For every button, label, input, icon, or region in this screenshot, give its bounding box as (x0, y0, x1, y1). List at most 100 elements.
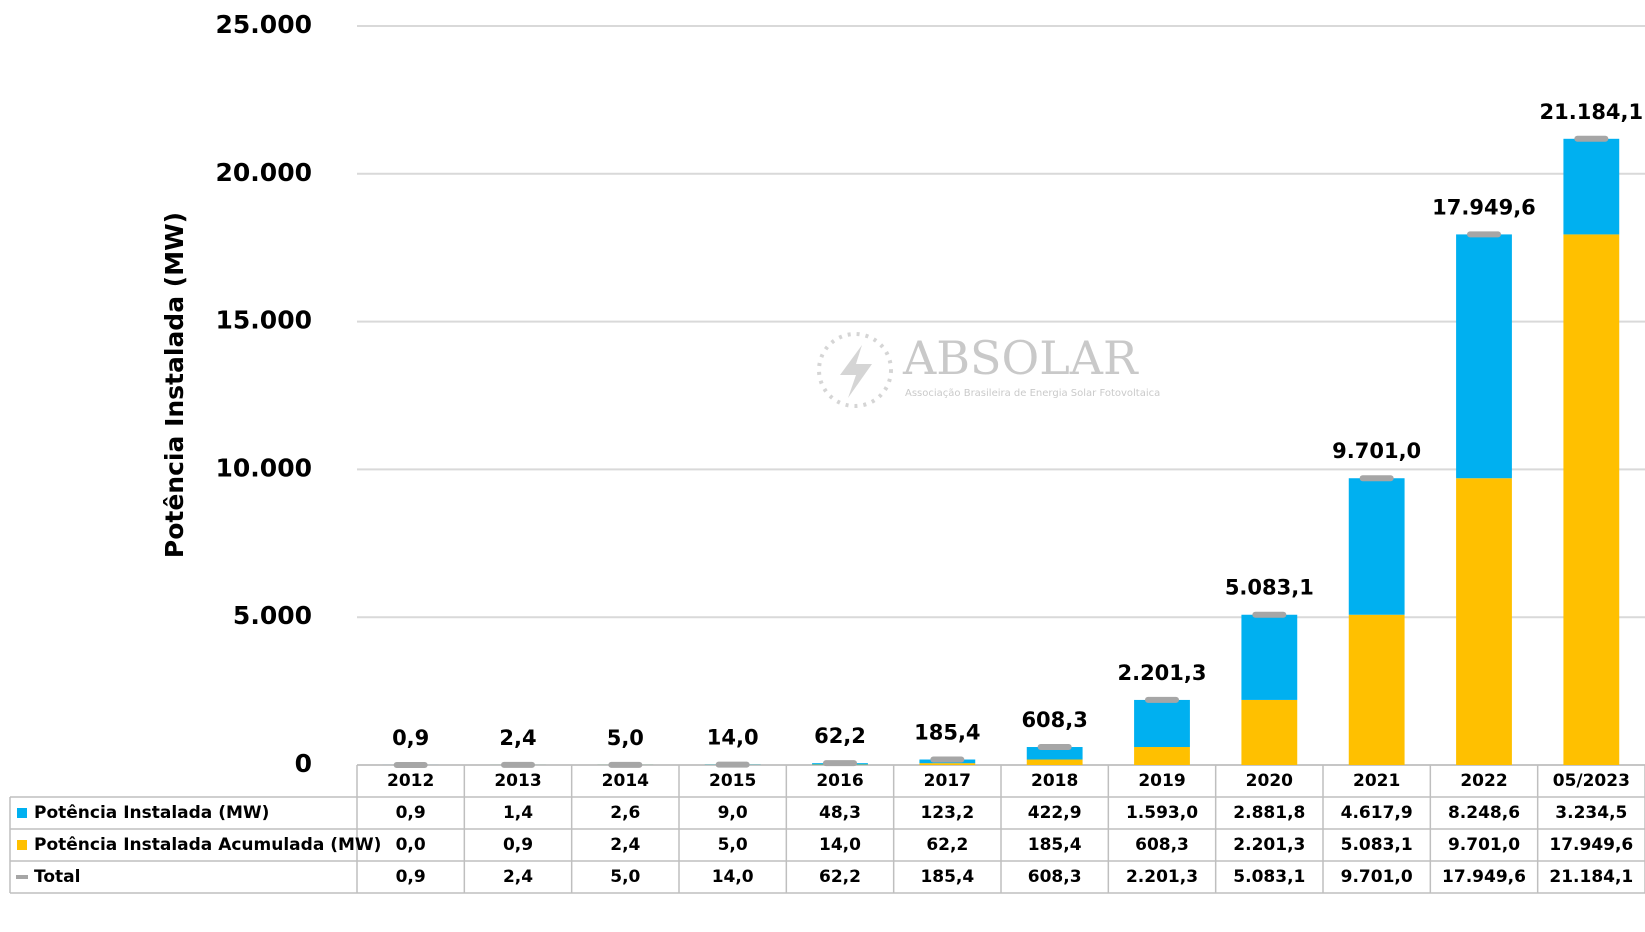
table-cell: 5,0 (610, 867, 640, 887)
table-cell: 9,0 (718, 803, 748, 823)
legend-swatch (17, 840, 27, 850)
table-cell: 608,3 (1028, 867, 1082, 887)
data-label: 14,0 (707, 726, 759, 750)
table-cell: 21.184,1 (1549, 867, 1633, 887)
legend-label: Potência Instalada (MW) (34, 803, 269, 823)
legend-label: Total (34, 867, 80, 887)
watermark-icon (817, 332, 893, 408)
data-label: 2.201,3 (1117, 661, 1206, 685)
table-cell: 2.201,3 (1126, 867, 1198, 887)
table-cell: 1,4 (503, 803, 533, 823)
table-cell: 17.949,6 (1549, 835, 1633, 855)
x-tick-label: 2012 (387, 771, 434, 791)
watermark-tagline: Associação Brasileira de Energia Solar F… (905, 388, 1160, 399)
data-label: 17.949,6 (1432, 195, 1536, 219)
total-marker (1037, 744, 1072, 751)
table-cell: 5,0 (718, 835, 748, 855)
data-label: 62,2 (814, 724, 866, 748)
y-axis-label: Potência Instalada (MW) (160, 212, 189, 558)
data-label: 2,4 (499, 726, 536, 750)
table-cell: 14,0 (819, 835, 861, 855)
total-marker (1467, 231, 1501, 238)
y-tick-label: 5.000 (233, 601, 312, 630)
table-cell: 185,4 (1028, 835, 1082, 855)
total-marker (608, 761, 643, 768)
total-marker (1574, 135, 1609, 142)
bar (919, 763, 976, 765)
watermark: ABSOLAR Associação Brasileira de Energia… (817, 331, 1160, 408)
table-cell: 4.617,9 (1341, 803, 1413, 823)
table-cell: 62,2 (819, 867, 861, 887)
bar (1348, 614, 1405, 765)
y-tick-label: 25.000 (216, 10, 312, 39)
table-cell: 2,4 (503, 867, 533, 887)
total-marker (1145, 696, 1179, 703)
bar (1563, 234, 1620, 766)
y-tick-label: 20.000 (216, 158, 312, 187)
table-cell: 14,0 (712, 867, 754, 887)
bar (1026, 759, 1083, 765)
x-tick-label: 2022 (1460, 771, 1507, 791)
table-cell: 2,4 (610, 835, 640, 855)
bar (1563, 138, 1620, 235)
x-tick-label: 2015 (709, 771, 756, 791)
table-cell: 0,9 (503, 835, 533, 855)
table-cell: 5.083,1 (1341, 835, 1413, 855)
table-cell: 48,3 (819, 803, 861, 823)
table-cell: 9.701,0 (1341, 867, 1413, 887)
total-marker (930, 756, 965, 763)
bar (1026, 747, 1083, 760)
x-tick-label: 2016 (816, 771, 863, 791)
bar (1241, 699, 1298, 765)
table-cell: 0,9 (396, 867, 426, 887)
table-cell: 0,9 (396, 803, 426, 823)
total-marker (393, 761, 428, 768)
table-cell: 62,2 (926, 835, 968, 855)
data-label: 0,9 (392, 726, 429, 750)
x-tick-label: 2020 (1246, 771, 1293, 791)
total-marker (823, 760, 857, 767)
y-tick-label: 10.000 (216, 453, 312, 482)
x-tick-label: 2018 (1031, 771, 1078, 791)
data-label: 5.083,1 (1225, 576, 1314, 600)
table-cell: 608,3 (1135, 835, 1189, 855)
total-marker (501, 761, 535, 768)
y-tick-label: 15.000 (216, 306, 312, 335)
bar (1456, 478, 1512, 765)
y-tick-label: 0 (295, 749, 312, 778)
data-label: 608,3 (1021, 708, 1087, 732)
table-cell: 123,2 (920, 803, 974, 823)
x-tick-label: 2019 (1138, 771, 1185, 791)
x-tick-label: 2014 (602, 771, 649, 791)
table-cell: 422,9 (1028, 803, 1082, 823)
table-cell: 0,0 (396, 835, 426, 855)
watermark-bolt (840, 345, 872, 398)
table-cell: 1.593,0 (1126, 803, 1198, 823)
total-marker (715, 761, 750, 768)
x-tick-label: 2021 (1353, 771, 1400, 791)
data-label: 185,4 (914, 721, 980, 745)
legend-swatch (17, 808, 27, 818)
data-label: 21.184,1 (1540, 100, 1644, 124)
bar (1456, 234, 1512, 479)
bar (1241, 614, 1298, 700)
table-cell: 3.234,5 (1555, 803, 1627, 823)
table-cell: 2.881,8 (1233, 803, 1305, 823)
table-cell: 9.701,0 (1448, 835, 1520, 855)
bar (1348, 478, 1405, 615)
total-marker (1359, 475, 1394, 482)
table-cell: 185,4 (920, 867, 974, 887)
watermark-name: ABSOLAR (902, 331, 1139, 385)
bar (1134, 699, 1190, 748)
table-cell: 2,6 (610, 803, 640, 823)
legend-label: Potência Instalada Acumulada (MW) (34, 835, 381, 855)
data-label: 5,0 (607, 726, 644, 750)
x-tick-label: 05/2023 (1553, 771, 1630, 791)
x-tick-label: 2017 (924, 771, 971, 791)
bar (1134, 747, 1190, 765)
legend-swatch (16, 875, 28, 879)
x-tick-label: 2013 (494, 771, 541, 791)
table-cell: 5.083,1 (1233, 867, 1305, 887)
